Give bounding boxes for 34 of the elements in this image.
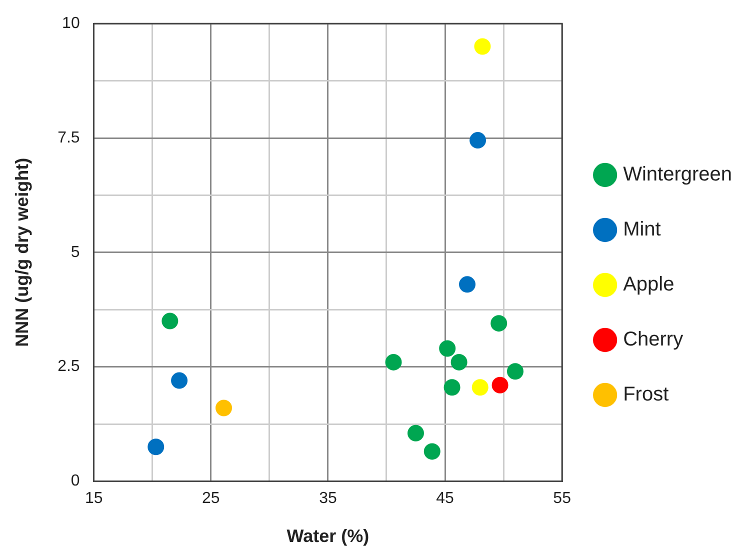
legend-label: Mint <box>623 218 662 241</box>
x-tick-label: 35 <box>319 490 337 508</box>
point <box>171 372 188 389</box>
point <box>162 312 178 330</box>
point <box>407 424 424 442</box>
x-axis-title: Water (%) <box>286 526 370 546</box>
point <box>450 354 468 370</box>
x-tick-label: 15 <box>84 490 103 508</box>
point <box>385 354 402 370</box>
point <box>216 400 232 416</box>
x-tick-label: 45 <box>436 490 454 508</box>
x-tick-label: 25 <box>202 490 220 508</box>
point <box>439 340 456 357</box>
y-tick-label: 7.5 <box>58 129 80 146</box>
y-axis-title: NNN (ug/g dry weight) <box>12 158 32 347</box>
point <box>492 376 508 394</box>
point <box>506 363 524 380</box>
point <box>424 443 440 460</box>
point <box>474 38 491 55</box>
legend-label: Cherry <box>623 328 684 351</box>
y-tick-label: 5 <box>70 244 80 261</box>
y-tick-label: 0 <box>70 472 80 490</box>
y-tick-label: 2.5 <box>58 358 80 376</box>
legend-label: Apple <box>623 274 674 296</box>
point <box>148 438 164 456</box>
legend-label: Wintergreen <box>623 164 732 186</box>
point <box>459 276 476 293</box>
x-tick-label: 55 <box>553 490 572 508</box>
point <box>490 315 508 332</box>
point <box>472 379 488 396</box>
y-tick-label: 10 <box>62 15 80 32</box>
point <box>470 132 486 149</box>
point <box>444 379 460 396</box>
legend-label: Frost <box>623 384 670 406</box>
